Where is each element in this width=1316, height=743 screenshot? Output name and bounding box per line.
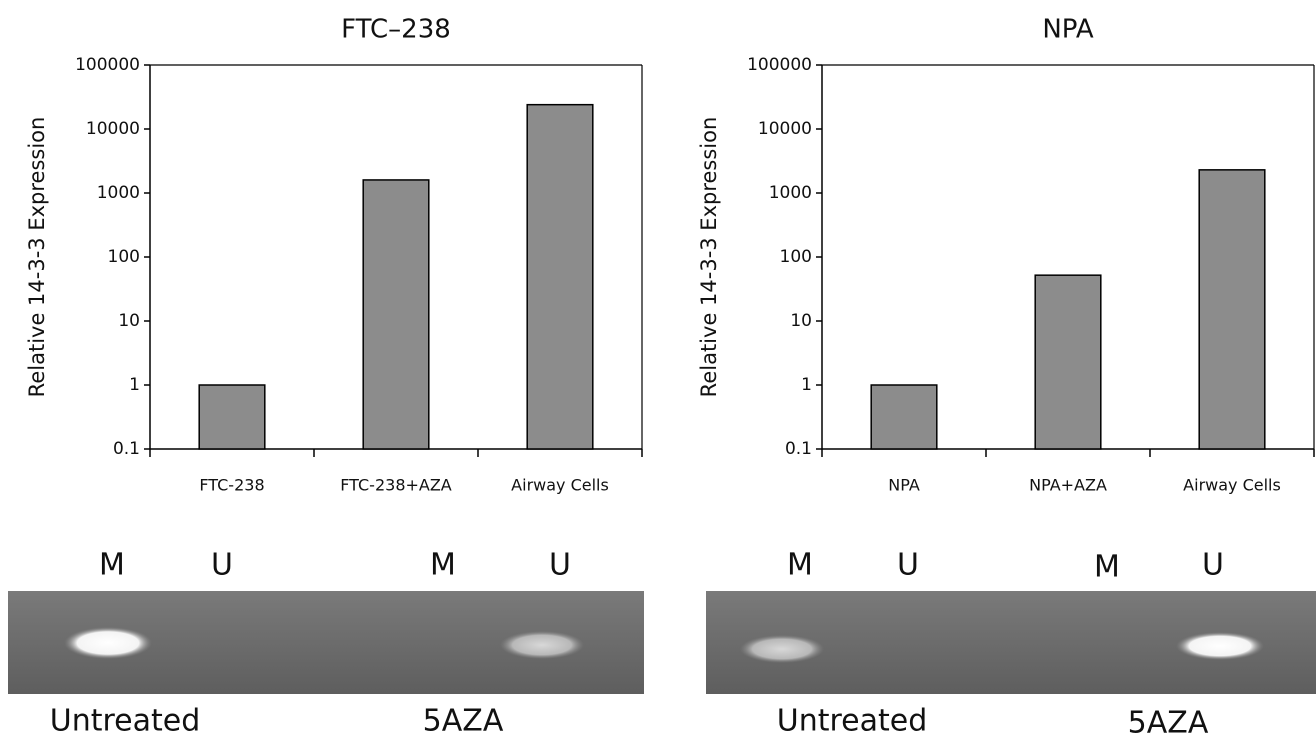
y-tick-label: 0.1: [785, 439, 812, 459]
y-tick-label: 1: [129, 375, 140, 395]
y-tick-label: 100: [108, 247, 140, 267]
condition-label: Untreated: [777, 704, 928, 739]
chart-title: NPA: [1042, 15, 1093, 45]
bar: [199, 385, 265, 449]
condition-label: 5AZA: [1128, 706, 1209, 741]
condition-label: 5AZA: [423, 704, 504, 739]
y-axis-label: Relative 14-3-3 Expression: [697, 117, 721, 398]
y-axis-label: Relative 14-3-3 Expression: [25, 117, 49, 398]
bar: [363, 180, 429, 449]
y-tick-label: 10: [118, 311, 140, 331]
condition-label: Untreated: [50, 704, 201, 739]
x-tick-label: Airway Cells: [511, 476, 609, 495]
y-tick-label: 10000: [758, 119, 812, 139]
lane-label: U: [211, 548, 233, 583]
bar: [1035, 275, 1101, 449]
y-tick-label: 100: [780, 247, 812, 267]
x-tick-label: Airway Cells: [1183, 476, 1281, 495]
gel-band: [740, 635, 824, 663]
x-tick-label: FTC-238: [199, 476, 264, 495]
gel-band: [64, 627, 152, 659]
y-tick-label: 10: [790, 311, 812, 331]
lane-label: M: [430, 548, 456, 583]
y-tick-label: 1: [801, 375, 812, 395]
chart-title: FTC–238: [341, 15, 451, 45]
gel-band: [500, 631, 584, 659]
x-tick-label: NPA+AZA: [1029, 476, 1107, 495]
bar: [1199, 170, 1265, 449]
lane-label: M: [787, 548, 813, 583]
y-tick-label: 100000: [75, 55, 140, 75]
y-tick-label: 0.1: [113, 439, 140, 459]
lane-label: U: [549, 548, 571, 583]
lane-label: U: [897, 548, 919, 583]
figure: M U M U Untreated 5AZA M U M U Untreated…: [0, 0, 1316, 743]
lane-label: U: [1202, 548, 1224, 583]
y-tick-label: 1000: [769, 183, 812, 203]
gel-band: [1176, 632, 1264, 660]
y-tick-label: 10000: [86, 119, 140, 139]
bar: [527, 105, 593, 449]
lane-label: M: [1094, 550, 1120, 585]
y-tick-label: 100000: [747, 55, 812, 75]
bar: [871, 385, 937, 449]
y-tick-label: 1000: [97, 183, 140, 203]
x-tick-label: NPA: [888, 476, 920, 495]
lane-label: M: [99, 548, 125, 583]
x-tick-label: FTC-238+AZA: [340, 476, 452, 495]
